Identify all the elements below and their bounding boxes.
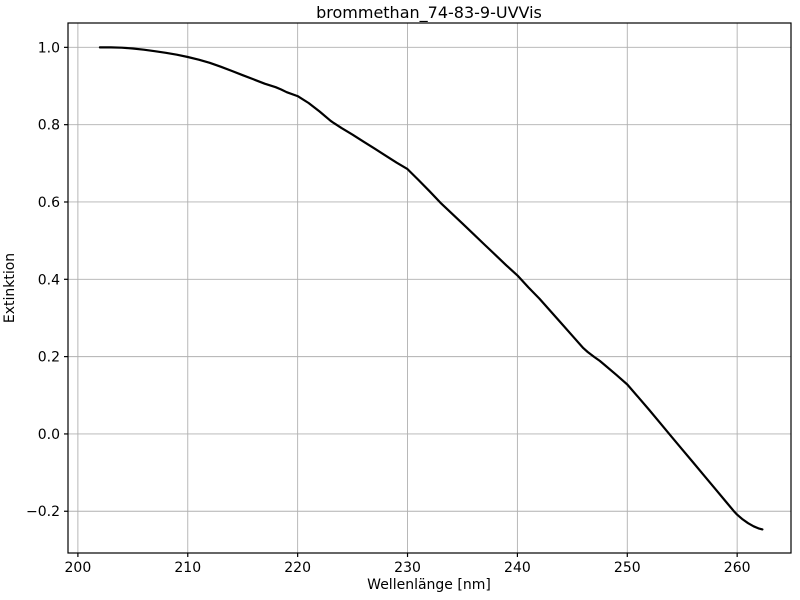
y-axis-label: Extinktion: [2, 253, 18, 323]
y-tick-label: 0.6: [38, 195, 60, 211]
x-tick-label: 230: [394, 560, 421, 576]
spectrum-line: [98, 46, 764, 531]
x-tick-label: 250: [614, 560, 641, 576]
curve-layer: [98, 46, 764, 531]
grid-layer: [68, 23, 791, 553]
x-tick-label: 210: [174, 560, 201, 576]
tick-layer: 200 210 220 230 240 250 260 1.0 0.8 0.6 0.4 0.2 0.0 −…: [26, 40, 751, 576]
y-tick-label: 1.0: [38, 40, 60, 56]
x-tick-label: 200: [65, 560, 92, 576]
x-tick-label: 260: [724, 560, 751, 576]
chart-title: brommethan_74-83-9-UVVis: [316, 3, 542, 23]
y-tick-label: 0.8: [38, 118, 60, 134]
plot-border: [67, 22, 792, 554]
y-tick-label: 0.4: [38, 272, 60, 288]
x-tick-label: 220: [284, 560, 311, 576]
y-tick-label: 0.2: [38, 350, 60, 366]
x-axis-label: Wellenlänge [nm]: [367, 577, 491, 593]
y-tick-label: −0.2: [26, 504, 60, 520]
y-tick-label: 0.0: [38, 427, 60, 443]
x-tick-label: 240: [504, 560, 531, 576]
